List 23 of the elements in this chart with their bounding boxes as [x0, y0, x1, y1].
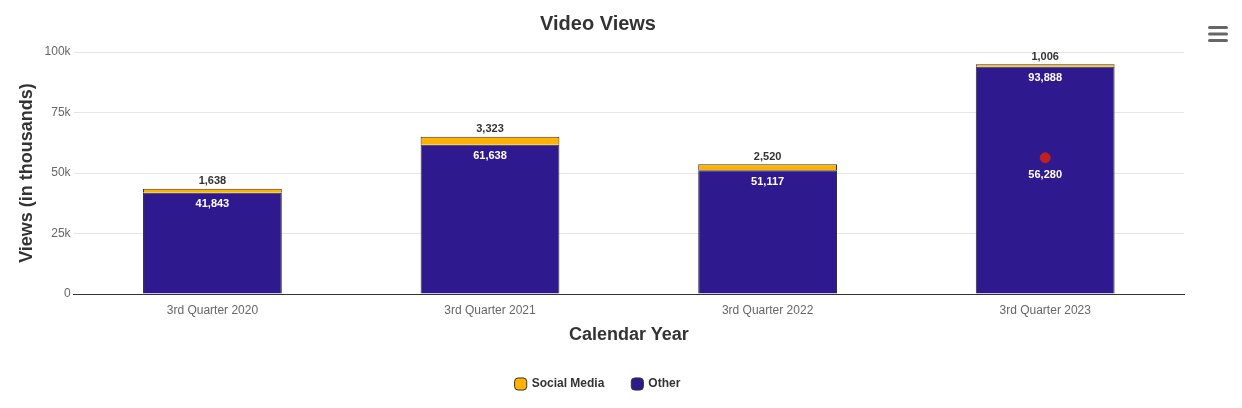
x-tick-label: 3rd Quarter 2022	[721, 302, 814, 317]
data-label: 51,117	[751, 174, 785, 187]
x-tick-label: 3rd Quarter 2020	[166, 302, 259, 317]
y-tick-label: 0	[63, 286, 71, 301]
legend-label: Other	[648, 376, 681, 391]
data-label: 3,323	[476, 122, 504, 135]
data-label: 93,888	[1028, 71, 1063, 84]
chart-title: Video Views	[540, 11, 656, 34]
data-label: 1,006	[1031, 49, 1059, 62]
data-label: 1,638	[198, 174, 227, 187]
data-label: 56,280	[1028, 168, 1063, 181]
y-tick-label: 25k	[51, 225, 72, 240]
y-tick-label: 50k	[51, 165, 72, 180]
legend-label: Social Media	[531, 376, 605, 391]
data-label: 61,638	[473, 149, 507, 162]
x-tick-label: 3rd Quarter 2021	[444, 302, 537, 317]
x-tick-label: 3rd Quarter 2023	[999, 302, 1092, 317]
x-axis-title: Calendar Year	[568, 324, 689, 345]
y-tick-label: 100k	[44, 44, 72, 59]
data-label: 41,843	[195, 197, 230, 210]
y-axis-title: Views (in thousands)	[15, 83, 36, 263]
data-label: 2,520	[753, 149, 782, 162]
y-tick-label: 75k	[51, 104, 72, 119]
